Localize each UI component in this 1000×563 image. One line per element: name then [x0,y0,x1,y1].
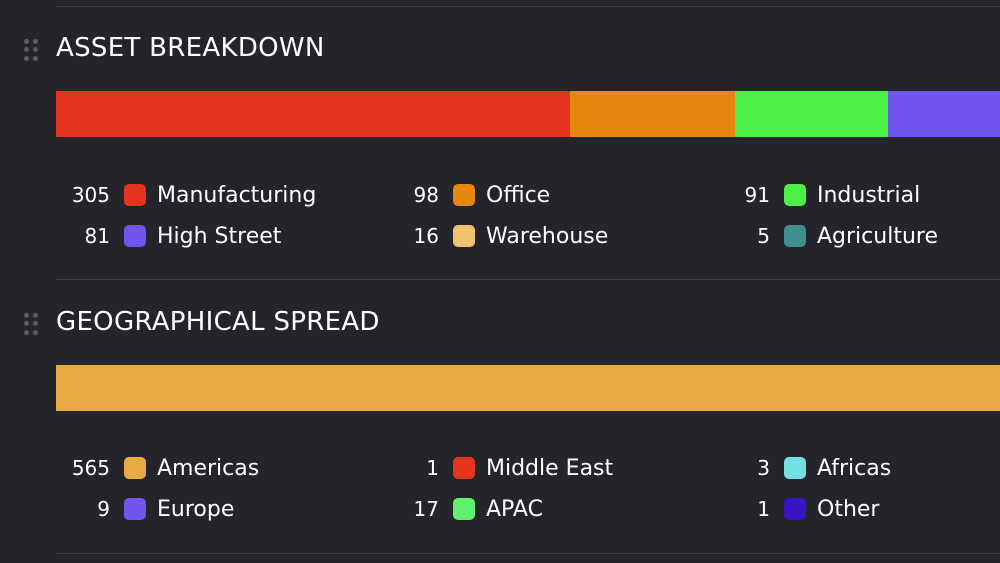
bar-segment-office [569,91,735,137]
drag-handle-icon[interactable] [24,39,38,61]
legend-value: 5 [757,224,770,248]
legend-swatch [124,498,146,520]
legend-value: 1 [426,456,439,480]
legend-label: Industrial [817,182,921,208]
legend-label: Middle East [486,455,614,481]
legend-item-office: 98 Office [399,180,551,210]
legend-item-industrial: 91 Industrial [736,180,921,210]
legend-swatch [453,457,475,479]
asset-breakdown-legend: 305 Manufacturing 81 High Street 98 Office 16 W… [56,180,1000,270]
legend-label: Other [817,496,880,522]
legend-value: 17 [413,497,439,521]
legend-swatch [453,225,475,247]
legend-swatch [453,184,475,206]
legend-label: Africas [817,455,892,481]
geographical-spread-legend: 565 Americas 9 Europe 1 Middle East 17 APAC 3 Afr… [56,453,1000,543]
section-title-geographical-spread: GEOGRAPHICAL SPREAD [56,307,380,337]
legend-item-middle-east: 1 Middle East [399,453,613,483]
legend-swatch [784,498,806,520]
legend-label: High Street [157,223,282,249]
legend-value: 9 [97,497,110,521]
bar-segment-high-street [887,91,1000,137]
legend-swatch [784,225,806,247]
legend-value: 565 [71,456,110,480]
legend-label: Europe [157,496,235,522]
legend-item-high-street: 81 High Street [56,221,282,251]
legend-label: Manufacturing [157,182,317,208]
legend-swatch [784,457,806,479]
bar-segment-americas [56,365,1000,411]
legend-swatch [124,225,146,247]
legend-item-other: 1 Other [736,494,879,524]
asset-breakdown-bar [56,91,1000,137]
section-title-asset-breakdown: ASSET BREAKDOWN [56,33,325,63]
legend-item-warehouse: 16 Warehouse [399,221,609,251]
legend-item-africas: 3 Africas [736,453,891,483]
legend-swatch [124,184,146,206]
legend-label: Americas [157,455,260,481]
legend-swatch [124,457,146,479]
bar-segment-industrial [734,91,888,137]
legend-value: 1 [757,497,770,521]
legend-item-americas: 565 Americas [56,453,259,483]
legend-value: 81 [84,224,110,248]
section-divider [56,279,1000,280]
legend-item-apac: 17 APAC [399,494,543,524]
legend-label: Agriculture [817,223,938,249]
top-divider [56,6,1000,7]
geographical-spread-bar [56,365,1000,411]
legend-swatch [453,498,475,520]
legend-label: APAC [486,496,543,522]
legend-item-agriculture: 5 Agriculture [736,221,938,251]
bottom-divider [56,553,1000,554]
legend-value: 3 [757,456,770,480]
legend-item-manufacturing: 305 Manufacturing [56,180,317,210]
legend-label: Warehouse [486,223,609,249]
legend-label: Office [486,182,551,208]
legend-item-europe: 9 Europe [56,494,234,524]
bar-segment-manufacturing [56,91,570,137]
legend-value: 98 [413,183,439,207]
legend-swatch [784,184,806,206]
legend-value: 91 [744,183,770,207]
legend-value: 305 [71,183,110,207]
drag-handle-icon[interactable] [24,313,38,335]
legend-value: 16 [413,224,439,248]
